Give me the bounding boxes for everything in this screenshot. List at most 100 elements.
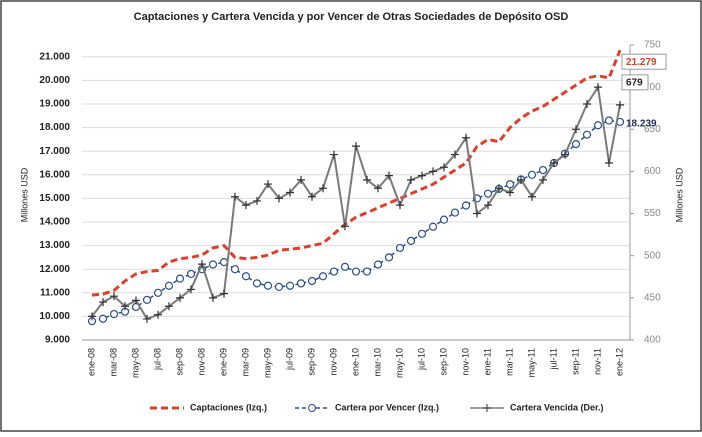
point (88, 312, 96, 321)
value-label: 21.279 (626, 57, 657, 68)
y-tick-label: 16.000 (39, 169, 70, 180)
point (275, 194, 283, 203)
point (561, 150, 569, 159)
point (539, 175, 547, 184)
point (176, 293, 184, 302)
y2-axis-label: Millones USD (674, 167, 684, 222)
point (550, 159, 558, 167)
point (385, 171, 393, 180)
y2-tick-label: 750 (644, 40, 661, 51)
point (109, 309, 119, 319)
series-line (91, 49, 622, 297)
point (308, 192, 316, 201)
point (132, 296, 140, 305)
point (187, 285, 195, 294)
point (329, 267, 339, 276)
x-tick-label: ene-09 (218, 348, 228, 376)
point (571, 140, 581, 149)
point (121, 302, 129, 311)
x-tick-label: jul-10 (416, 348, 426, 371)
point (198, 260, 206, 269)
point (604, 116, 614, 125)
x-tick-label: sep-10 (438, 348, 448, 376)
point (462, 133, 470, 142)
point (297, 175, 305, 184)
y-tick-label: 14.000 (39, 217, 70, 228)
legend-label: Captaciones (Izq.) (190, 402, 267, 412)
point (264, 180, 272, 189)
point (165, 302, 173, 311)
y2-tick-label: 550 (644, 208, 661, 219)
point (396, 201, 404, 210)
point (252, 279, 262, 288)
y2-tick-label: 600 (644, 166, 661, 177)
y-tick-label: 9.000 (45, 335, 70, 346)
point (351, 267, 361, 276)
x-tick-label: ene-08 (86, 348, 96, 376)
x-tick-label: jul-11 (548, 348, 558, 370)
y-tick-label: 15.000 (39, 193, 70, 204)
value-label: 679 (626, 77, 643, 88)
point (428, 222, 438, 231)
point (186, 269, 196, 279)
x-tick-label: may-11 (526, 348, 536, 377)
point (296, 279, 306, 288)
x-tick-label: may-10 (394, 348, 404, 378)
point (98, 314, 108, 323)
point (483, 189, 493, 198)
point (230, 265, 240, 274)
chart-title: Captaciones y Cartera Vencida y por Venc… (134, 11, 569, 23)
point (583, 100, 591, 108)
point (527, 170, 537, 179)
point (231, 192, 239, 201)
y-tick-label: 19.000 (39, 99, 70, 110)
x-tick-label: mar-09 (240, 348, 250, 377)
y2-tick-label: 450 (644, 292, 661, 303)
point (143, 314, 151, 323)
point (594, 83, 602, 92)
point (439, 215, 449, 224)
point (164, 281, 174, 290)
point (417, 229, 427, 238)
point (110, 292, 118, 301)
point (395, 243, 405, 253)
point (484, 201, 492, 210)
point (220, 289, 228, 298)
legend-marker (483, 404, 491, 412)
point (286, 188, 294, 197)
x-tick-label: ene-10 (350, 348, 360, 376)
point (263, 281, 273, 290)
point (429, 167, 437, 176)
point (330, 150, 338, 159)
legend-marker (308, 404, 316, 412)
x-tick-label: sep-09 (306, 348, 316, 376)
y-tick-label: 21.000 (39, 51, 70, 62)
point (374, 184, 382, 193)
point (495, 184, 503, 193)
y-tick-label: 13.000 (39, 240, 70, 251)
x-tick-label: nov-11 (592, 348, 602, 375)
point (142, 295, 152, 304)
point (153, 288, 163, 297)
point (451, 150, 459, 159)
point (505, 180, 515, 189)
point (319, 184, 327, 193)
y2-tick-label: 500 (644, 250, 661, 261)
x-tick-label: mar-08 (108, 348, 118, 377)
y-tick-label: 18.000 (39, 122, 70, 133)
y-tick-label: 17.000 (39, 146, 70, 157)
point (418, 171, 426, 180)
point (407, 175, 415, 184)
point (341, 222, 349, 231)
point (572, 125, 580, 134)
point (241, 272, 251, 281)
point (582, 130, 592, 139)
label-box (621, 74, 649, 91)
point (253, 196, 261, 205)
x-tick-label: ene-12 (614, 348, 624, 376)
point (362, 267, 372, 276)
point (242, 201, 250, 210)
point (440, 163, 448, 172)
point (517, 175, 525, 184)
